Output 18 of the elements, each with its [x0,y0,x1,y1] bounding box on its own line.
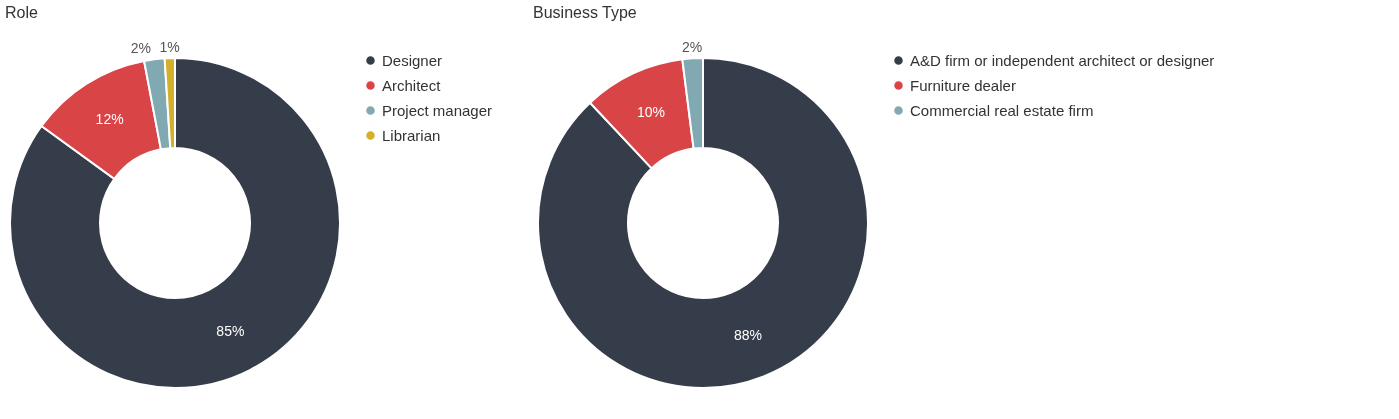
data-label: 88% [733,327,762,344]
chart-title: Business Type [533,4,637,22]
data-label: 2% [130,40,152,57]
data-label: 10% [637,103,666,120]
legend-label: Architect [382,76,442,94]
data-label: 1% [159,39,180,56]
legend-label: Commercial real estate firm [910,101,1094,119]
data-label: 12% [95,110,124,127]
donut-slice [537,57,869,389]
legend-label: Furniture dealer [910,76,1016,94]
data-label: 85% [216,322,245,339]
chart-title: Role [5,4,39,22]
data-label: 2% [681,39,703,56]
legend-label: Project manager [382,101,493,119]
donut-slice [9,57,341,389]
legend-label: Designer [382,51,443,69]
legend-label: Librarian [382,126,441,144]
legend-label: A&D firm or independent architect or designer [910,51,1215,69]
